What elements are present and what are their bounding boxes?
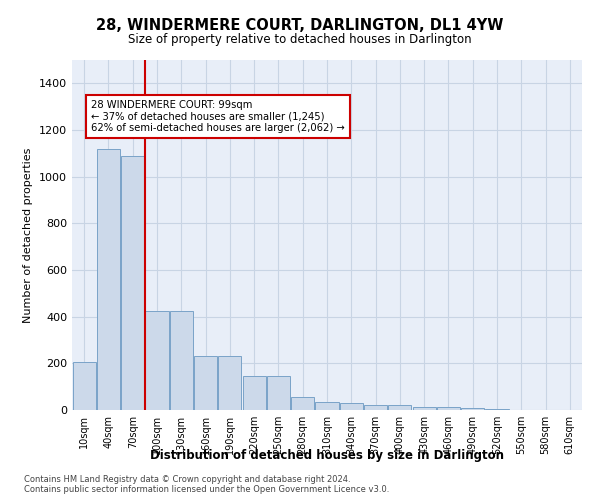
Text: Contains public sector information licensed under the Open Government Licence v3: Contains public sector information licen… bbox=[24, 486, 389, 494]
Bar bbox=[340, 403, 363, 410]
Bar bbox=[170, 311, 193, 410]
Bar bbox=[145, 311, 169, 410]
Bar bbox=[388, 406, 412, 410]
Bar bbox=[267, 376, 290, 410]
Text: Size of property relative to detached houses in Darlington: Size of property relative to detached ho… bbox=[128, 32, 472, 46]
Y-axis label: Number of detached properties: Number of detached properties bbox=[23, 148, 34, 322]
Bar bbox=[485, 409, 509, 410]
Text: Contains HM Land Registry data © Crown copyright and database right 2024.: Contains HM Land Registry data © Crown c… bbox=[24, 476, 350, 484]
Bar bbox=[121, 156, 144, 410]
Bar bbox=[413, 407, 436, 410]
Text: Distribution of detached houses by size in Darlington: Distribution of detached houses by size … bbox=[150, 448, 504, 462]
Bar bbox=[461, 408, 484, 410]
Text: 28 WINDERMERE COURT: 99sqm
← 37% of detached houses are smaller (1,245)
62% of s: 28 WINDERMERE COURT: 99sqm ← 37% of deta… bbox=[91, 100, 345, 133]
Bar bbox=[97, 148, 120, 410]
Bar bbox=[364, 406, 387, 410]
Bar bbox=[437, 407, 460, 410]
Text: 28, WINDERMERE COURT, DARLINGTON, DL1 4YW: 28, WINDERMERE COURT, DARLINGTON, DL1 4Y… bbox=[97, 18, 503, 32]
Bar bbox=[218, 356, 241, 410]
Bar bbox=[194, 356, 217, 410]
Bar bbox=[242, 376, 266, 410]
Bar bbox=[291, 397, 314, 410]
Bar bbox=[316, 402, 338, 410]
Bar bbox=[73, 362, 95, 410]
